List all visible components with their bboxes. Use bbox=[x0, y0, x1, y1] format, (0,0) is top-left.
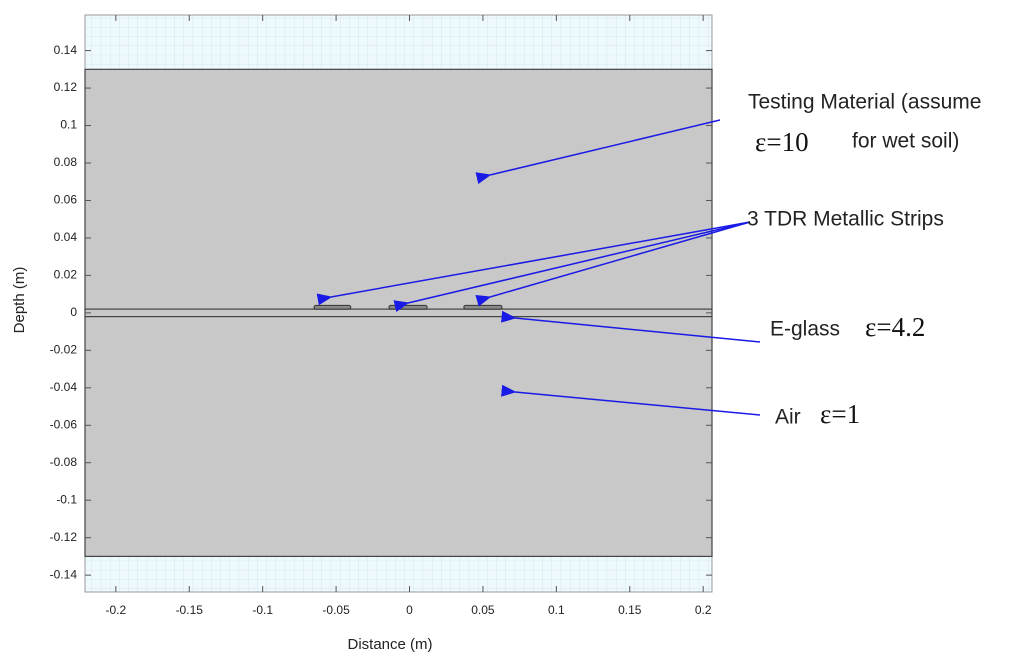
annotation: Testing Material (assume bbox=[748, 91, 981, 114]
y-tick-label: -0.12 bbox=[50, 530, 78, 544]
annotation: ε=1 bbox=[820, 399, 860, 429]
annotation: for wet soil) bbox=[852, 130, 959, 153]
metal-strip bbox=[463, 304, 503, 310]
arrow bbox=[316, 221, 751, 306]
arrow bbox=[500, 310, 761, 343]
y-tick-label: 0.08 bbox=[54, 155, 78, 169]
y-tick-label: -0.14 bbox=[50, 567, 78, 581]
y-tick-label: 0.04 bbox=[54, 230, 78, 244]
y-tick-label: -0.04 bbox=[50, 380, 78, 394]
annotation: Air bbox=[775, 406, 801, 429]
arrow bbox=[500, 384, 761, 416]
y-tick-label: 0.06 bbox=[54, 193, 78, 207]
y-axis-label: Depth (m) bbox=[11, 267, 28, 334]
annotation: 3 TDR Metallic Strips bbox=[747, 208, 944, 231]
arrow bbox=[475, 119, 721, 184]
x-axis-label: Distance (m) bbox=[347, 636, 432, 653]
x-tick-label: -0.2 bbox=[105, 603, 126, 617]
annotation: ε=10 bbox=[755, 127, 809, 157]
x-tick-label: -0.05 bbox=[322, 603, 350, 617]
y-tick-label: 0.1 bbox=[60, 118, 77, 132]
y-tick-label: 0.14 bbox=[54, 43, 78, 57]
annotation: ε=4.2 bbox=[865, 312, 925, 342]
y-tick-label: 0 bbox=[70, 305, 77, 319]
arrow bbox=[393, 221, 751, 312]
x-tick-label: 0.2 bbox=[695, 603, 712, 617]
y-tick-label: 0.02 bbox=[54, 268, 78, 282]
x-tick-label: 0.1 bbox=[548, 603, 565, 617]
x-tick-label: 0.15 bbox=[618, 603, 642, 617]
y-tick-label: 0.12 bbox=[54, 80, 78, 94]
y-tick-label: -0.02 bbox=[50, 343, 78, 357]
y-tick-label: -0.08 bbox=[50, 455, 78, 469]
metal-strip bbox=[313, 304, 352, 310]
y-tick-label: -0.06 bbox=[50, 417, 78, 431]
y-tick-label: -0.1 bbox=[56, 492, 77, 506]
geometry bbox=[84, 68, 713, 558]
region bbox=[84, 316, 713, 558]
metal-strip bbox=[388, 304, 428, 310]
region bbox=[84, 68, 713, 310]
region bbox=[84, 308, 713, 318]
arrow bbox=[475, 221, 751, 307]
x-tick-label: 0 bbox=[406, 603, 413, 617]
annotation: E-glass bbox=[770, 318, 840, 341]
x-tick-label: -0.15 bbox=[176, 603, 204, 617]
x-tick-label: -0.1 bbox=[252, 603, 273, 617]
x-tick-label: 0.05 bbox=[471, 603, 495, 617]
